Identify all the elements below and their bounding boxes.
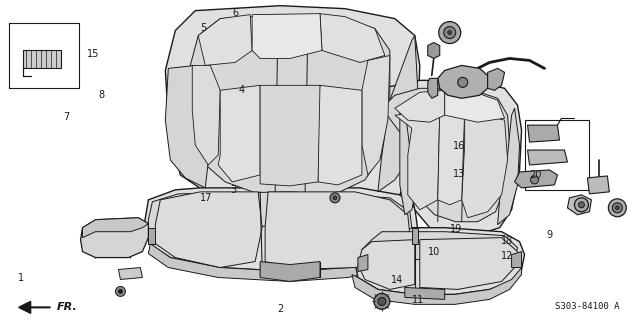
Polygon shape xyxy=(260,261,320,282)
Polygon shape xyxy=(318,85,362,185)
Polygon shape xyxy=(260,85,320,186)
Polygon shape xyxy=(156,192,262,268)
Polygon shape xyxy=(19,301,31,313)
Circle shape xyxy=(119,289,122,293)
Circle shape xyxy=(612,203,622,213)
Circle shape xyxy=(448,31,452,35)
Polygon shape xyxy=(567,195,591,215)
Polygon shape xyxy=(265,192,410,269)
Circle shape xyxy=(115,286,126,296)
Text: 9: 9 xyxy=(546,230,553,240)
Polygon shape xyxy=(165,65,208,188)
Circle shape xyxy=(574,198,588,212)
Circle shape xyxy=(333,196,337,200)
Circle shape xyxy=(579,202,584,208)
Polygon shape xyxy=(588,176,609,194)
Text: 10: 10 xyxy=(427,247,440,257)
Polygon shape xyxy=(487,68,505,90)
Polygon shape xyxy=(82,218,149,238)
Text: 3: 3 xyxy=(230,185,236,195)
Polygon shape xyxy=(395,90,445,122)
Polygon shape xyxy=(400,108,415,215)
Polygon shape xyxy=(462,110,508,218)
Text: 4: 4 xyxy=(238,85,244,95)
Circle shape xyxy=(616,206,619,210)
Polygon shape xyxy=(512,252,521,268)
Polygon shape xyxy=(190,15,390,196)
Polygon shape xyxy=(370,80,521,235)
Polygon shape xyxy=(165,6,420,208)
Polygon shape xyxy=(378,36,418,192)
Polygon shape xyxy=(358,240,415,289)
Text: 18: 18 xyxy=(501,236,513,246)
Text: 1: 1 xyxy=(18,273,24,283)
Polygon shape xyxy=(498,108,519,225)
Polygon shape xyxy=(320,14,385,62)
Polygon shape xyxy=(352,268,521,304)
Circle shape xyxy=(531,176,538,184)
Text: 2: 2 xyxy=(278,304,284,314)
Polygon shape xyxy=(80,218,149,258)
Text: S303-84100 A: S303-84100 A xyxy=(555,302,619,311)
Circle shape xyxy=(330,193,340,203)
Polygon shape xyxy=(528,125,560,142)
Text: 5: 5 xyxy=(200,23,206,33)
Polygon shape xyxy=(420,238,517,289)
Text: FR.: FR. xyxy=(57,302,77,312)
Circle shape xyxy=(374,293,390,309)
Polygon shape xyxy=(382,88,510,222)
Polygon shape xyxy=(144,188,418,271)
Polygon shape xyxy=(427,43,440,59)
Polygon shape xyxy=(445,90,505,122)
Circle shape xyxy=(457,77,468,87)
Text: 14: 14 xyxy=(391,276,403,285)
Polygon shape xyxy=(515,170,558,188)
Text: 13: 13 xyxy=(453,169,465,179)
Text: 20: 20 xyxy=(530,170,542,180)
Polygon shape xyxy=(149,244,415,282)
Polygon shape xyxy=(119,268,142,279)
Polygon shape xyxy=(395,110,440,210)
Text: 19: 19 xyxy=(450,223,462,234)
Text: 15: 15 xyxy=(87,49,99,59)
Polygon shape xyxy=(22,51,61,68)
Polygon shape xyxy=(362,55,390,175)
Text: 11: 11 xyxy=(412,295,424,305)
Circle shape xyxy=(439,22,461,44)
Polygon shape xyxy=(252,14,322,59)
Polygon shape xyxy=(355,228,524,294)
Text: 6: 6 xyxy=(232,8,238,18)
Polygon shape xyxy=(412,228,418,244)
Polygon shape xyxy=(358,255,368,271)
Polygon shape xyxy=(198,15,252,65)
Polygon shape xyxy=(528,150,567,165)
Polygon shape xyxy=(438,110,464,205)
Polygon shape xyxy=(192,65,220,165)
Text: 7: 7 xyxy=(63,112,70,122)
Polygon shape xyxy=(149,228,156,244)
Text: 17: 17 xyxy=(200,193,212,203)
Text: 16: 16 xyxy=(453,141,465,151)
Text: 8: 8 xyxy=(98,90,105,100)
Circle shape xyxy=(443,27,456,38)
Polygon shape xyxy=(218,85,260,182)
Circle shape xyxy=(609,199,627,217)
Polygon shape xyxy=(438,65,487,98)
Polygon shape xyxy=(427,78,438,98)
Circle shape xyxy=(378,297,386,305)
Text: 12: 12 xyxy=(501,251,513,260)
Polygon shape xyxy=(405,287,445,300)
Polygon shape xyxy=(149,192,412,232)
Polygon shape xyxy=(362,232,517,260)
